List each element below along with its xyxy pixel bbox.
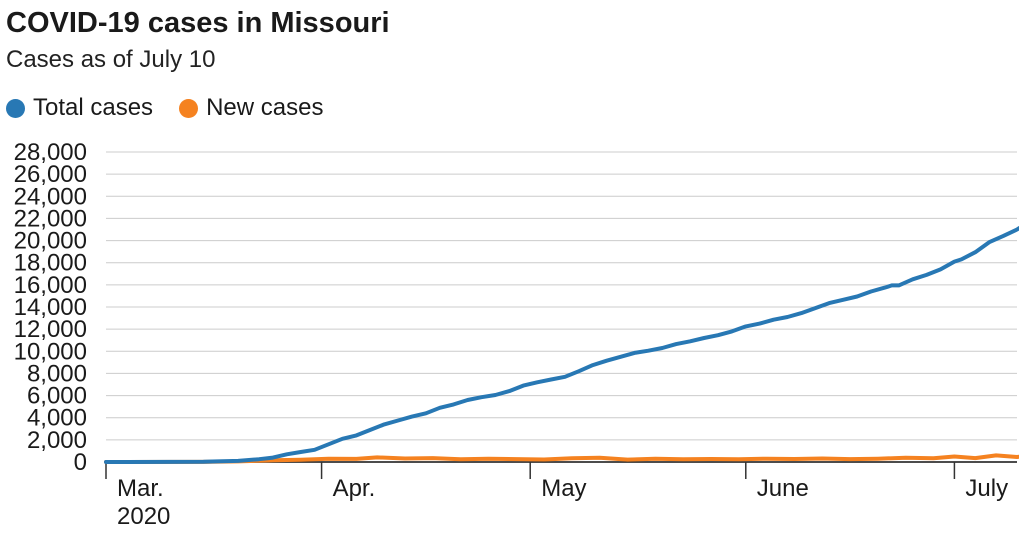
y-tick-label-12000: 12,000 (14, 316, 87, 343)
legend-label-new-cases: New cases (206, 94, 324, 121)
x-tick-sublabel-0: 2020 (117, 503, 170, 530)
x-tick-label-0: Mar. (117, 475, 164, 502)
series-line-total-cases (104, 225, 1019, 464)
legend-item-total-cases[interactable]: Total cases (6, 94, 153, 122)
series-line-new-cases (104, 453, 1019, 464)
y-tick-label-10000: 10,000 (14, 338, 87, 365)
legend-label-total-cases: Total cases (33, 94, 154, 121)
y-tick-label-4000: 4,000 (27, 405, 87, 432)
y-tick-label-26000: 26,000 (14, 161, 87, 188)
y-tick-label-16000: 16,000 (14, 272, 87, 299)
x-tick-label-2: May (541, 475, 586, 502)
legend-swatch-new-cases (179, 98, 199, 118)
y-tick-label-22000: 22,000 (14, 205, 87, 232)
x-axis: Mar.2020 Apr. May June July (105, 461, 1017, 530)
chart-subtitle: Cases as of July 10 (6, 46, 216, 73)
y-tick-label-8000: 8,000 (27, 360, 87, 387)
legend: Total cases New cases (6, 92, 349, 124)
gridlines (106, 151, 1017, 463)
y-tick-label-28000: 28,000 (14, 139, 87, 166)
x-tick-label-4: July (965, 475, 1008, 502)
y-tick-label-6000: 6,000 (27, 383, 87, 410)
y-axis-labels: 02,0004,0006,0008,00010,00012,00014,0001… (14, 139, 87, 476)
y-tick-label-24000: 24,000 (14, 183, 87, 210)
x-tick-label-1: Apr. (333, 475, 376, 502)
series-lines (104, 225, 1019, 464)
legend-swatch-total-cases (6, 98, 25, 118)
y-tick-label-0: 0 (74, 449, 87, 476)
y-tick-label-2000: 2,000 (27, 427, 87, 454)
y-tick-label-20000: 20,000 (14, 228, 87, 255)
chart-title: COVID-19 cases in Missouri (6, 7, 390, 39)
x-tick-label-3: June (757, 475, 809, 502)
y-tick-label-18000: 18,000 (14, 250, 87, 277)
legend-item-new-cases[interactable]: New cases (179, 94, 323, 122)
y-tick-label-14000: 14,000 (14, 294, 87, 321)
